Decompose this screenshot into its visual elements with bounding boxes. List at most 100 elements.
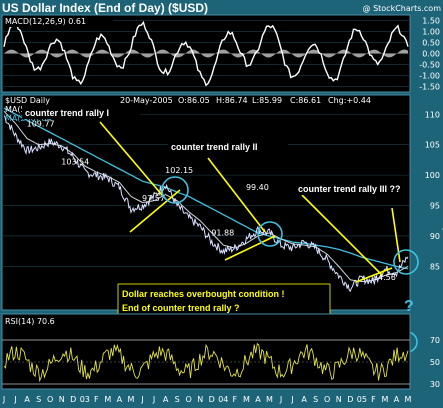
change-label: Chg:+0.44 <box>328 96 371 105</box>
ann-rally-3: counter trend rally III ?? <box>298 184 401 194</box>
x-tick-label: N <box>59 395 65 404</box>
circle-rally-1 <box>161 176 189 204</box>
ann-rally-1: counter trend rally I <box>25 108 109 118</box>
chart-title: US Dollar Index (End of Day) ($USD) <box>2 1 208 15</box>
x-tick-label: O <box>324 395 330 404</box>
ann-rally-2: counter trend rally II <box>171 142 258 152</box>
price-tick-label: 90 <box>430 232 440 241</box>
ann-box-3 <box>295 182 407 195</box>
ma50-line <box>3 110 409 283</box>
price-point-label: 97.57 <box>142 194 165 203</box>
x-tick-label: D <box>347 395 353 404</box>
high-label: H:86.74 <box>216 96 248 105</box>
x-tick-label: A <box>24 395 30 404</box>
rsi-label-box <box>3 316 67 326</box>
x-tick-label: J <box>279 395 282 404</box>
macd-line <box>3 20 409 87</box>
x-tick-label: N <box>336 395 342 404</box>
price-point-label: 102.15 <box>165 166 193 175</box>
overbought-box <box>117 283 331 317</box>
arrow-rally-1-a <box>99 121 163 196</box>
macd-ticks: 1.50 1.00 0.50 0.00 -0.50 -1.00 -1.50 <box>419 16 440 91</box>
price-tick-label: 85 <box>430 262 440 271</box>
rsi-line <box>3 342 409 383</box>
price-tick-label: 100 <box>425 171 440 180</box>
x-tick-label: J <box>152 395 155 404</box>
low-label: L:85.99 <box>252 96 282 105</box>
x-tick-label: F <box>233 395 238 404</box>
rsi-ticks: 70 50 30 <box>430 336 440 389</box>
open-label: O:86.05 <box>178 96 210 105</box>
arrow-rally-3-b <box>355 267 393 283</box>
price-point-label: 91.88 <box>211 229 234 238</box>
macd-tick-label: 1.00 <box>422 27 440 36</box>
macd-tick-label: -1.50 <box>419 83 440 92</box>
x-tick-label: 04 <box>218 395 228 404</box>
price-tick-label: 95 <box>430 202 440 211</box>
credit-label: @ StockCharts.com <box>363 4 442 13</box>
rsi-tick-label: 70 <box>430 336 440 345</box>
x-tick-label: D <box>70 395 76 404</box>
macd-tick-label: -0.50 <box>419 61 440 70</box>
macd-tick-label: 1.50 <box>422 16 440 25</box>
ann-box-2 <box>168 140 288 153</box>
x-tick-label: F <box>94 395 99 404</box>
price-tick-label: 110 <box>425 110 440 119</box>
x-tick-label: M <box>405 395 412 404</box>
arrow-rally-1-b <box>129 189 181 233</box>
macd-tick-label: 0.50 <box>422 38 440 47</box>
question-mark: ? <box>404 298 414 315</box>
x-tick-label: J <box>290 395 293 404</box>
overbought-line-2: End of counter trend rally ? <box>122 303 240 313</box>
rsi-tick-label: 30 <box>430 380 440 389</box>
x-tick-label: A <box>255 395 261 404</box>
x-tick-label: O <box>186 395 192 404</box>
x-tick-label: J <box>140 395 143 404</box>
overbought-line-1: Dollar reaches overbought condition ! <box>122 289 285 299</box>
x-tick-label: A <box>117 395 123 404</box>
x-ticks: J J A S O N D 03 F M A M J J A S O N D 04 F M A M J J A S O N D 05 F M A M <box>2 395 412 404</box>
price-point-label: 103.54 <box>61 158 89 167</box>
x-tick-label: M <box>104 395 111 404</box>
price-point-label: 109.77 <box>27 120 55 129</box>
x-tick-label: A <box>301 395 307 404</box>
circle-rally-2 <box>257 221 283 247</box>
x-tick-label: M <box>381 395 388 404</box>
arrow-rally-2-b <box>224 235 276 261</box>
price-point-label: 84.56 <box>373 273 396 282</box>
x-tick-label: 03 <box>80 395 90 404</box>
date-label: 20-May-2005 <box>120 96 173 105</box>
daily-label: $USD Daily <box>5 96 50 105</box>
arrow-rally-2-a <box>207 157 266 233</box>
x-tick-label: F <box>371 395 376 404</box>
x-tick-label: S <box>175 395 180 404</box>
x-tick-label: O <box>47 395 53 404</box>
x-tick-label: J <box>2 395 5 404</box>
arrow-rally-3-a <box>301 194 383 276</box>
rsi-label: RSI(14) 70.6 <box>5 317 55 326</box>
macd-label-box <box>3 16 113 27</box>
ann-box-1 <box>22 106 140 119</box>
x-tick-label: M <box>243 395 250 404</box>
close-label: C:86.61 <box>290 96 321 105</box>
x-tick-label: 05 <box>357 395 367 404</box>
x-tick-label: M <box>128 395 135 404</box>
x-tick-label: S <box>313 395 318 404</box>
x-tick-label: J <box>13 395 16 404</box>
price-point-label: 99.40 <box>246 183 269 192</box>
x-tick-label: S <box>36 395 41 404</box>
x-tick-label: A <box>394 395 400 404</box>
circle-rally-3 <box>393 249 419 275</box>
price-panel <box>1 94 411 311</box>
rsi-tick-label: 50 <box>430 358 440 367</box>
macd-tick-label: -1.00 <box>419 72 440 81</box>
ma200-line <box>3 107 409 270</box>
price-line <box>3 115 409 293</box>
x-tick-label: M <box>266 395 273 404</box>
annotation-lines <box>99 121 401 283</box>
macd-label: MACD(12,26,9) 0.61 <box>5 17 86 26</box>
price-ticks: 110 105 100 95 90 85 <box>425 110 440 271</box>
price-tick-label: 105 <box>425 141 440 150</box>
